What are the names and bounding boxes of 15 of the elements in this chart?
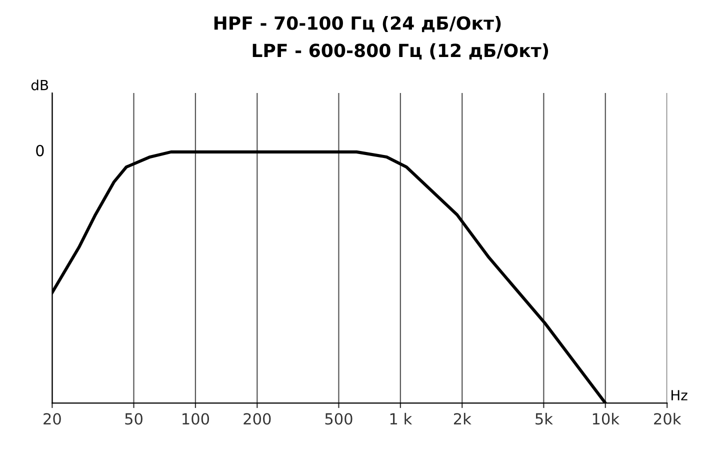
x-tick-label: 2k — [454, 412, 472, 424]
x-tick-label: 10k — [592, 412, 620, 425]
x-tick-label: 20k — [654, 412, 682, 425]
x-tick-label: 50 — [125, 413, 142, 425]
x-tick-label: 5k — [536, 412, 553, 425]
chart-subtitle: LPF - 600-800 Гц (12 дБ/Окт) — [252, 43, 548, 60]
x-tick-label: 200 — [244, 413, 271, 425]
x-tick-label: 100 — [182, 413, 210, 425]
y-axis-title: dB — [31, 80, 48, 90]
chart-title: HPF - 70-100 Гц (24 дБ/Окт) — [214, 16, 501, 32]
text: 0 — [36, 144, 44, 156]
x-tick-label: 1 k — [390, 412, 412, 424]
x-tick-label: 500 — [325, 413, 352, 425]
x-axis-title: Hz — [672, 390, 688, 400]
x-tick-label: 20 — [44, 413, 61, 425]
